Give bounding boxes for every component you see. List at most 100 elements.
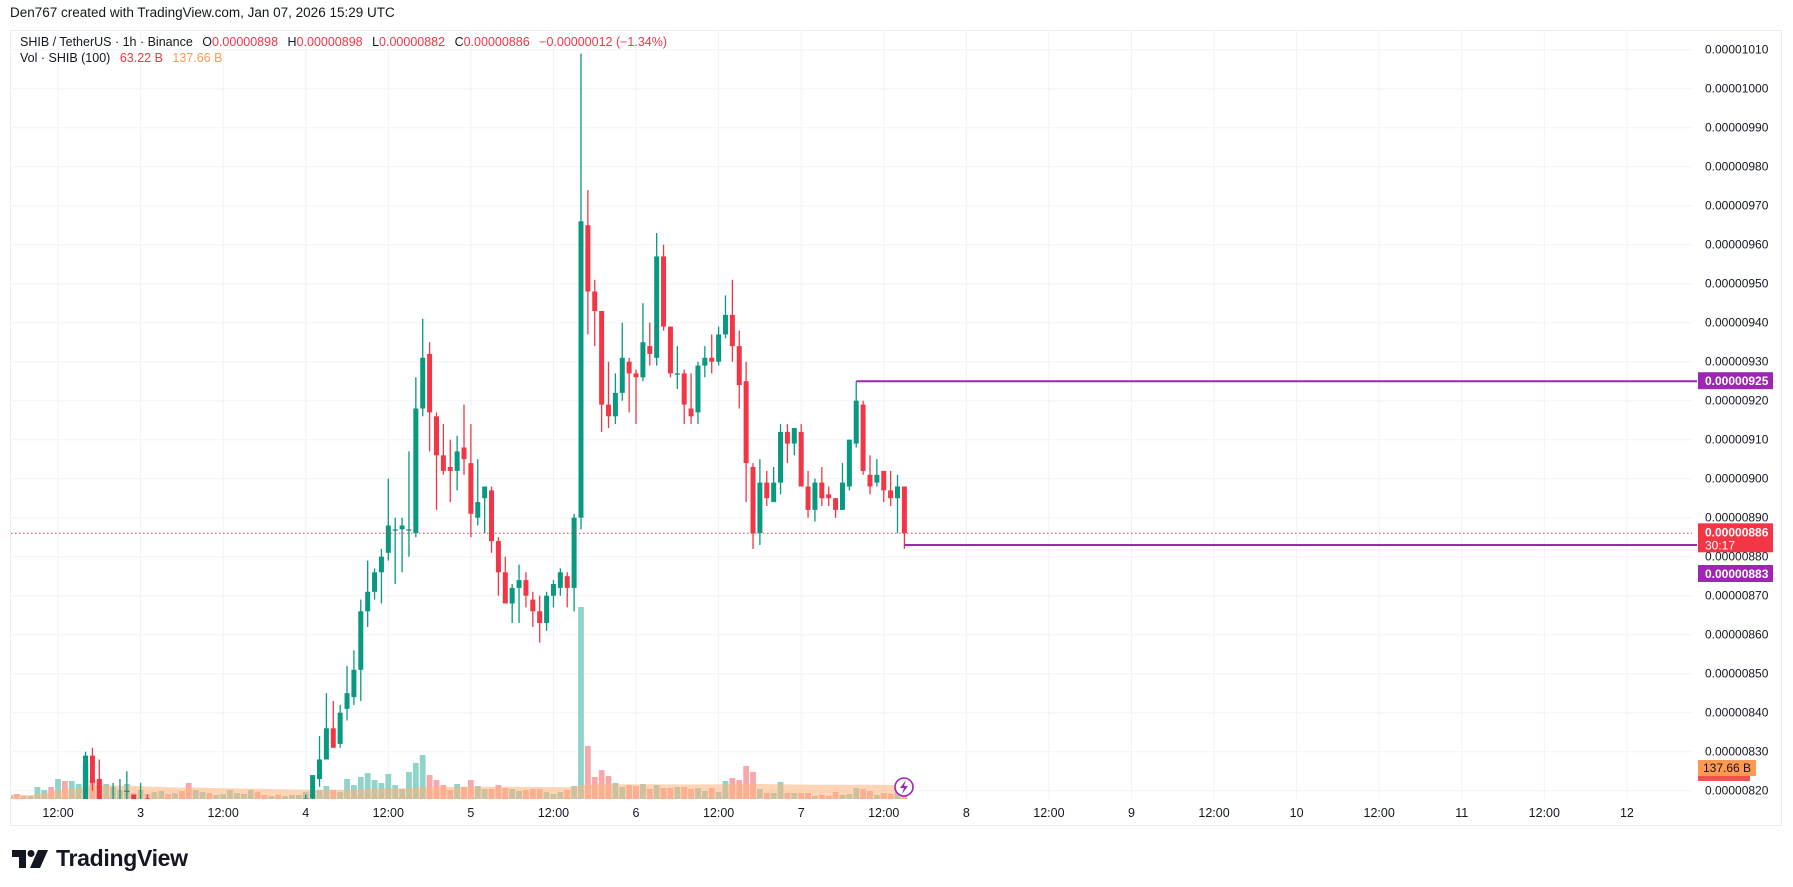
candle-body <box>688 408 694 417</box>
candle-body <box>111 810 116 822</box>
volume-bar <box>357 776 364 799</box>
candle-body <box>709 357 715 362</box>
candle <box>571 513 577 612</box>
candle <box>330 701 336 748</box>
candle-body <box>392 529 398 531</box>
candle <box>805 470 811 518</box>
x-tick-label: 5 <box>467 806 474 820</box>
candle-body <box>654 256 660 358</box>
candle <box>372 568 378 600</box>
ohlc-legend: SHIB / TetherUS · 1h · Binance O0.000008… <box>20 35 667 49</box>
candle <box>303 794 309 799</box>
candle <box>888 470 894 506</box>
candle-body <box>144 798 150 799</box>
time-axis[interactable]: 12:00 3 12:00 4 12:00 5 12:00 6 12:00 7 12:00 8 12:0… <box>42 806 1634 820</box>
tradingview-logo-icon <box>12 849 48 868</box>
x-tick-label: 3 <box>137 806 144 820</box>
candle-body <box>509 587 515 604</box>
y-tick-label: 0.00001000 <box>1705 82 1769 96</box>
candle-body <box>83 755 89 799</box>
y-tick-label: 0.00000960 <box>1705 238 1769 252</box>
horizontal-levels[interactable] <box>11 380 1697 546</box>
candle-body <box>743 381 749 464</box>
candle-body <box>502 572 508 604</box>
candle <box>447 439 453 503</box>
level-price-label: 0.00000883 <box>1705 567 1769 581</box>
y-tick-label: 0.00000910 <box>1705 433 1769 447</box>
volume-bar <box>344 778 350 799</box>
candle <box>351 650 357 705</box>
y-tick-label: 0.00000940 <box>1705 316 1769 330</box>
candle-body <box>606 404 612 417</box>
candle-body <box>447 467 453 471</box>
lightning-icon[interactable] <box>894 777 914 797</box>
candle <box>812 478 818 522</box>
candle <box>784 424 790 464</box>
candle-body <box>771 482 777 503</box>
y-tick-label: 0.00000980 <box>1705 160 1769 174</box>
candle <box>881 470 887 503</box>
symbol-title[interactable]: SHIB / TetherUS · 1h · Binance <box>20 35 193 49</box>
candle-body <box>833 498 839 510</box>
candle <box>667 326 673 378</box>
open-value: 0.00000898 <box>212 35 279 49</box>
candle <box>640 303 646 382</box>
candle <box>564 572 570 608</box>
volume-bar <box>584 745 591 799</box>
candle <box>654 233 660 366</box>
candle <box>317 736 323 787</box>
candle-body <box>846 439 852 487</box>
volume-bar <box>419 755 426 799</box>
candle-body <box>839 482 845 510</box>
candle-body <box>433 416 439 456</box>
candle <box>344 665 350 721</box>
candles <box>83 53 907 822</box>
candle <box>702 346 708 378</box>
volume-bar <box>55 778 61 799</box>
low-label: L <box>372 35 380 49</box>
candle-body <box>750 467 756 534</box>
candle-body <box>550 584 556 596</box>
candle <box>791 428 797 456</box>
candle <box>557 568 563 596</box>
volume-title[interactable]: Vol · SHIB (100) <box>20 51 111 65</box>
candle-body <box>853 400 859 444</box>
y-tick-label: 0.00000850 <box>1705 667 1769 681</box>
level-price-box <box>1698 565 1773 582</box>
chart-frame <box>10 30 1782 826</box>
candle <box>502 556 508 604</box>
volume-bar <box>34 786 41 799</box>
level-price-box <box>1698 372 1773 390</box>
candle-body <box>695 365 701 413</box>
price-axis[interactable]: 0.00001010 0.00001000 0.00000990 0.00000980… <box>1705 43 1769 798</box>
candle-body <box>764 482 770 499</box>
candle-body <box>303 798 309 799</box>
candle-body <box>330 728 336 748</box>
candle-body <box>819 482 825 499</box>
candle <box>365 560 371 627</box>
candle-body <box>874 474 880 483</box>
candle-body <box>592 291 598 311</box>
x-tick-label: 10 <box>1290 806 1304 820</box>
y-tick-label: 0.00000930 <box>1705 355 1769 369</box>
tradingview-logo-text: TradingView <box>56 845 188 871</box>
volume-bar <box>578 606 584 799</box>
candle <box>337 704 343 748</box>
candle-body <box>96 779 102 799</box>
candle <box>131 794 137 799</box>
open-label: O <box>202 35 212 49</box>
y-tick-label: 0.00000870 <box>1705 589 1769 603</box>
candle <box>96 759 102 799</box>
x-tick-label: 11 <box>1455 806 1468 820</box>
candle-body <box>475 502 481 518</box>
current-price-box <box>1698 523 1773 553</box>
x-tick-label: 6 <box>633 806 640 820</box>
candle-body <box>888 490 894 499</box>
candle <box>819 467 825 506</box>
candle-body <box>495 541 501 573</box>
candle <box>310 775 316 799</box>
candle <box>420 318 426 417</box>
candle-body <box>557 572 563 588</box>
tradingview-logo[interactable]: TradingView <box>12 845 188 872</box>
